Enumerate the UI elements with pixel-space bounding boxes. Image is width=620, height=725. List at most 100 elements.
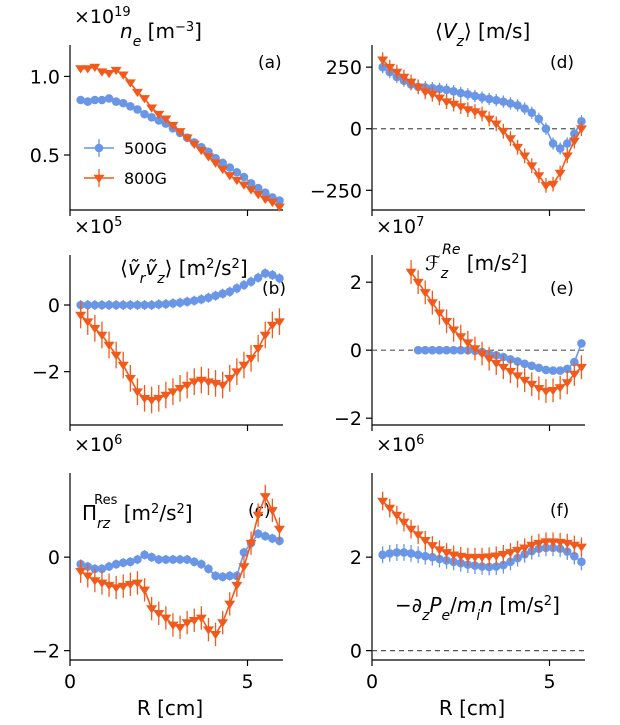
data-point [259,331,271,340]
data-point [252,190,264,200]
axis-multiplier: ×106 [376,433,424,457]
data-point [188,378,200,387]
data-point [218,572,227,582]
data-point [555,144,565,153]
x-axis-title: R [cm] [439,696,505,720]
data-point [90,300,100,310]
data-point [189,557,199,567]
data-point [527,361,537,371]
data-point [218,158,227,168]
data-point [175,555,185,564]
data-point [384,63,396,73]
data-point [577,557,586,567]
data-point [420,345,430,355]
axis-multiplier: ×105 [74,215,122,239]
data-point [448,326,460,335]
data-point [197,295,206,304]
axis-multiplier: ×107 [376,215,424,239]
data-point [174,385,186,394]
data-point [426,299,438,308]
data-point [167,388,179,397]
x-tick-label: 5 [241,671,253,693]
data-point [526,541,538,550]
panel-label: (a) [258,53,282,73]
data-point [469,553,481,563]
data-point [104,562,114,571]
data-point [181,134,193,143]
data-point [238,181,250,190]
data-point [231,368,243,377]
y-tick-label: 1.0 [30,66,60,88]
data-point [96,331,108,340]
data-point [456,88,466,98]
data-point [131,579,143,588]
data-point [253,183,263,193]
data-point [462,553,474,563]
data-point [131,388,143,397]
data-point [103,581,115,591]
legend-label: 800G [124,169,167,188]
data-point [110,584,122,593]
data-point [252,345,264,354]
data-point [111,97,121,106]
data-point [252,511,264,521]
data-point [266,198,278,208]
data-point [534,114,544,124]
data-point [428,345,437,355]
data-point [413,550,423,560]
y-tick-label: 2 [350,272,362,294]
data-point [568,370,580,379]
data-point [526,380,538,390]
data-point [232,167,242,177]
x-tick-label: 0 [64,671,76,693]
data-point [124,375,136,384]
data-point [547,180,559,190]
data-point [426,542,438,551]
data-point [239,280,249,290]
data-point [391,68,403,78]
panel-title: −∂zPe/min [m/s2] [395,593,560,624]
data-point [224,375,236,384]
data-point [548,366,558,375]
data-point [239,172,249,182]
data-point [554,384,566,393]
panel-title: ΠrzRes [m2/s2] [82,493,193,532]
data-point [260,188,270,198]
data-point [448,100,460,110]
data-point [499,97,508,106]
series-800G [377,491,587,567]
data-point [428,552,437,562]
data-point [139,586,151,595]
data-point [195,146,207,156]
data-point [575,543,587,552]
data-point [181,381,193,390]
data-point [225,571,235,581]
data-point [246,277,256,286]
data-point [548,139,558,148]
data-point [217,165,229,175]
data-point [273,203,285,212]
y-tick-label: 2 [350,547,362,569]
data-point [146,605,158,614]
data-point [266,321,278,330]
data-point [520,104,529,113]
data-point [160,614,172,623]
data-point [483,115,495,124]
data-point [384,504,396,514]
y-tick-label: 0 [48,547,60,569]
data-point [245,355,257,364]
data-point [378,550,387,560]
x-axis-title: R [cm] [137,696,203,720]
data-point [541,124,551,134]
data-point [533,384,545,394]
data-point [398,518,410,528]
data-point [75,65,87,74]
data-point [273,525,285,535]
data-point [513,357,522,366]
data-point [153,110,165,120]
data-point [561,152,573,161]
legend-label: 500G [124,139,167,158]
data-point [433,546,445,555]
data-point [568,137,580,146]
panel-title: ℱzRe [m/s2] [425,242,527,282]
